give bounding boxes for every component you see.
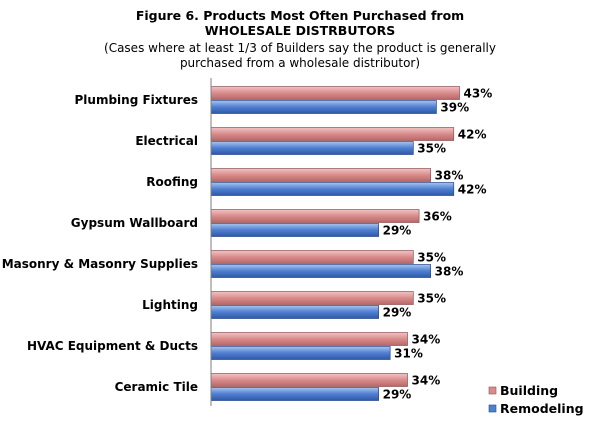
bar-building-plumbing-fixtures	[210, 86, 460, 100]
chart-subtitle-line-1: (Cases where at least 1/3 of Builders sa…	[104, 41, 496, 55]
bar-building-hvac-equipment-and-ducts	[210, 332, 408, 346]
bar-remodeling-plumbing-fixtures	[210, 100, 437, 114]
bar-building-ceramic-tile	[210, 373, 408, 387]
value-label-remodeling-plumbing-fixtures: 39%	[440, 101, 469, 115]
bar-remodeling-gypsum-wallboard	[210, 223, 379, 237]
value-label-remodeling-ceramic-tile: 29%	[383, 388, 412, 402]
bar-building-lighting	[210, 291, 414, 305]
value-label-remodeling-hvac-equipment-and-ducts: 31%	[394, 347, 423, 361]
legend-swatch-building	[488, 386, 497, 395]
value-label-building-hvac-equipment-and-ducts: 34%	[412, 333, 441, 347]
bar-remodeling-roofing	[210, 182, 455, 196]
legend-label-building: Building	[500, 383, 558, 398]
category-label-hvac-equipment-and-ducts: HVAC Equipment & Ducts	[27, 339, 198, 353]
chart-title-line-2: WHOLESALE DISTRBUTORS	[204, 23, 396, 38]
bar-remodeling-masonry-and-masonry-supplies	[210, 264, 431, 278]
value-label-building-plumbing-fixtures: 43%	[464, 87, 493, 101]
category-label-roofing: Roofing	[146, 175, 198, 189]
value-label-remodeling-gypsum-wallboard: 29%	[383, 224, 412, 238]
value-label-remodeling-roofing: 42%	[458, 183, 487, 197]
bar-building-masonry-and-masonry-supplies	[210, 250, 414, 264]
value-label-building-gypsum-wallboard: 36%	[423, 210, 452, 224]
value-label-remodeling-lighting: 29%	[383, 306, 412, 320]
bar-remodeling-ceramic-tile	[210, 387, 379, 401]
bar-building-gypsum-wallboard	[210, 209, 420, 223]
value-label-building-masonry-and-masonry-supplies: 35%	[417, 251, 446, 265]
value-label-building-lighting: 35%	[417, 292, 446, 306]
bar-remodeling-hvac-equipment-and-ducts	[210, 346, 391, 360]
bar-building-electrical	[210, 127, 455, 141]
category-label-lighting: Lighting	[142, 298, 198, 312]
value-label-building-roofing: 38%	[435, 169, 464, 183]
category-label-masonry-and-masonry-supplies: Masonry & Masonry Supplies	[2, 257, 198, 271]
category-label-gypsum-wallboard: Gypsum Wallboard	[71, 216, 198, 230]
category-label-electrical: Electrical	[135, 134, 198, 148]
bar-remodeling-electrical	[210, 141, 414, 155]
bar-building-roofing	[210, 168, 431, 182]
category-label-plumbing-fixtures: Plumbing Fixtures	[75, 93, 199, 107]
chart-subtitle-line-2: purchased from a wholesale distributor)	[179, 56, 421, 70]
value-label-remodeling-masonry-and-masonry-supplies: 38%	[435, 265, 464, 279]
legend-label-remodeling: Remodeling	[500, 401, 584, 416]
legend-swatch-remodeling	[488, 404, 497, 413]
bar-remodeling-lighting	[210, 305, 379, 319]
value-label-building-electrical: 42%	[458, 128, 487, 142]
value-label-remodeling-electrical: 35%	[417, 142, 446, 156]
category-label-ceramic-tile: Ceramic Tile	[115, 380, 198, 394]
chart-title-line-1: Figure 6. Products Most Often Purchased …	[135, 8, 465, 23]
value-label-building-ceramic-tile: 34%	[412, 374, 441, 388]
